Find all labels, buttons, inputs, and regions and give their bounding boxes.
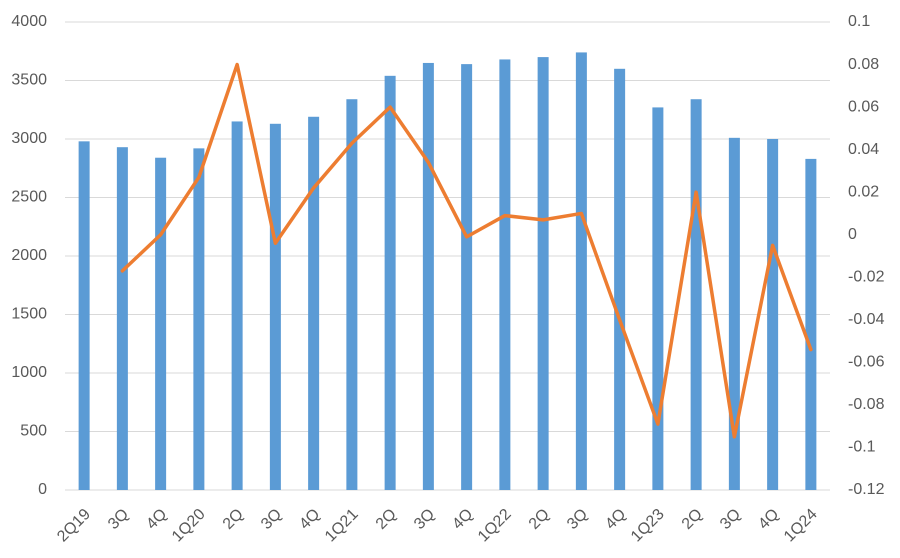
y-tick-label: 1000 (11, 364, 47, 381)
line (120, 62, 813, 439)
y-tick-label: 2000 (11, 247, 47, 264)
y-tick-label: 3000 (11, 130, 47, 147)
bar (728, 137, 740, 490)
x-tick-label: 4Q (143, 506, 170, 533)
x-tick-label: 3Q (411, 506, 438, 533)
y-tick-label: 2500 (11, 189, 47, 206)
y2-tick-label: -0.04 (848, 311, 885, 328)
x-tick-label: 4Q (296, 506, 323, 533)
bar (690, 99, 702, 490)
x-tick-label: 1Q23 (628, 506, 668, 546)
y2-tick-label: -0.06 (848, 354, 885, 371)
x-tick-label: 3Q (717, 506, 744, 533)
bar (461, 64, 473, 491)
bar (575, 52, 587, 491)
y2-tick-label: 0.04 (848, 141, 879, 158)
x-tick-label: 3Q (564, 506, 591, 533)
x-tick-label: 1Q24 (781, 506, 821, 546)
bar (155, 157, 167, 490)
x-tick-label: 2Q19 (54, 506, 94, 546)
bar (269, 123, 281, 490)
y2-tick-label: 0 (848, 226, 857, 243)
bar (805, 158, 817, 490)
x-tick-label: 4Q (602, 506, 629, 533)
x-tick-label: 2Q (220, 506, 247, 533)
bar (308, 116, 320, 491)
x-tick-label: 1Q22 (475, 506, 515, 546)
bar (499, 59, 511, 490)
x-tick-label: 2Q (526, 506, 553, 533)
bar (116, 147, 128, 490)
x-tick-label: 3Q (105, 506, 132, 533)
y2-tick-label: -0.08 (848, 396, 885, 413)
y2-tick-label: 0.02 (848, 183, 879, 200)
bar (537, 57, 549, 490)
x-tick-label: 2Q (679, 506, 706, 533)
y-tick-label: 0 (38, 481, 47, 498)
y-tick-label: 500 (20, 423, 47, 440)
y2-tick-label: -0.02 (848, 268, 885, 285)
bar (652, 107, 664, 490)
x-tick-label: 1Q21 (322, 506, 362, 546)
y-tick-label: 1500 (11, 306, 47, 323)
x-tick-label: 2Q (373, 506, 400, 533)
x-tick-label: 1Q20 (169, 506, 209, 546)
bar (614, 68, 626, 491)
y2-tick-label: 0.08 (848, 56, 879, 73)
y-tick-label: 4000 (11, 13, 47, 30)
bar (384, 75, 396, 490)
bar (231, 121, 243, 490)
bar (193, 148, 205, 491)
y2-tick-label: 0.06 (848, 98, 879, 115)
bar (767, 139, 779, 490)
y2-tick-label: -0.1 (848, 439, 876, 456)
y-tick-label: 3500 (11, 72, 47, 89)
x-tick-label: 4Q (449, 506, 476, 533)
y2-tick-label: 0.1 (848, 13, 870, 30)
bar (346, 99, 358, 490)
y2-tick-label: -0.12 (848, 481, 885, 498)
x-tick-label: 3Q (258, 506, 285, 533)
bar (422, 62, 434, 490)
x-tick-label: 4Q (755, 506, 782, 533)
bar (78, 141, 90, 490)
